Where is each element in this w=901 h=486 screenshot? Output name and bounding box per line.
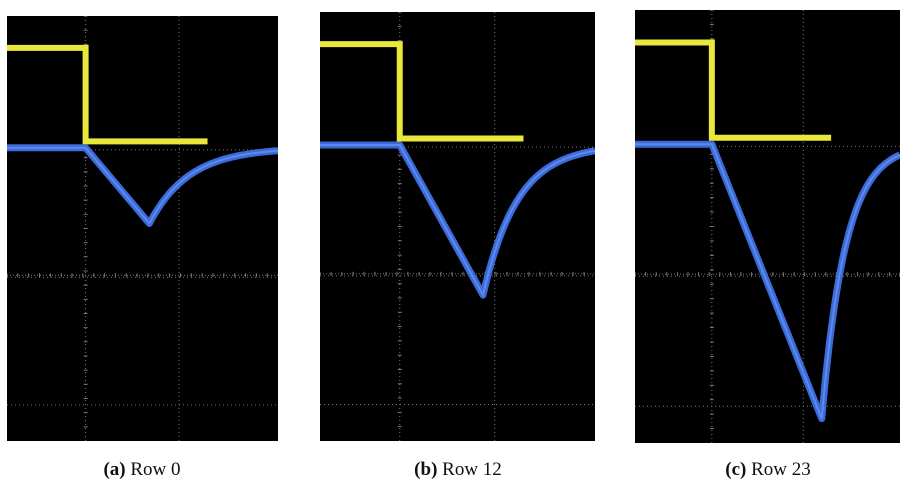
pulse-trace xyxy=(320,141,595,299)
scope-trace-a-grid xyxy=(7,16,278,441)
caption-c: (c) Row 23 xyxy=(638,459,898,481)
pulse-trace-core xyxy=(635,143,900,419)
caption-a-label: Row 0 xyxy=(130,459,181,480)
scope-trace-a xyxy=(7,16,278,441)
caption-c-label: Row 23 xyxy=(751,459,811,480)
caption-b-label: Row 12 xyxy=(442,459,502,480)
caption-c-tag: (c) xyxy=(725,459,747,480)
trigger-trace xyxy=(320,41,524,142)
pulse-trace xyxy=(7,144,278,227)
scope-trace-c xyxy=(635,10,900,443)
caption-b-tag: (b) xyxy=(414,459,438,480)
scope-trace-b xyxy=(320,12,595,441)
scope-trace-b-grid xyxy=(320,12,595,441)
pulse-trace-core xyxy=(7,146,278,226)
scope-trace-c-grid xyxy=(635,10,900,443)
pulse-trace-core xyxy=(320,143,595,298)
caption-a: (a) Row 0 xyxy=(12,459,272,481)
trigger-trace xyxy=(635,39,832,141)
caption-a-tag: (a) xyxy=(103,459,126,480)
trigger-trace xyxy=(7,44,208,145)
caption-b: (b) Row 12 xyxy=(328,459,588,481)
